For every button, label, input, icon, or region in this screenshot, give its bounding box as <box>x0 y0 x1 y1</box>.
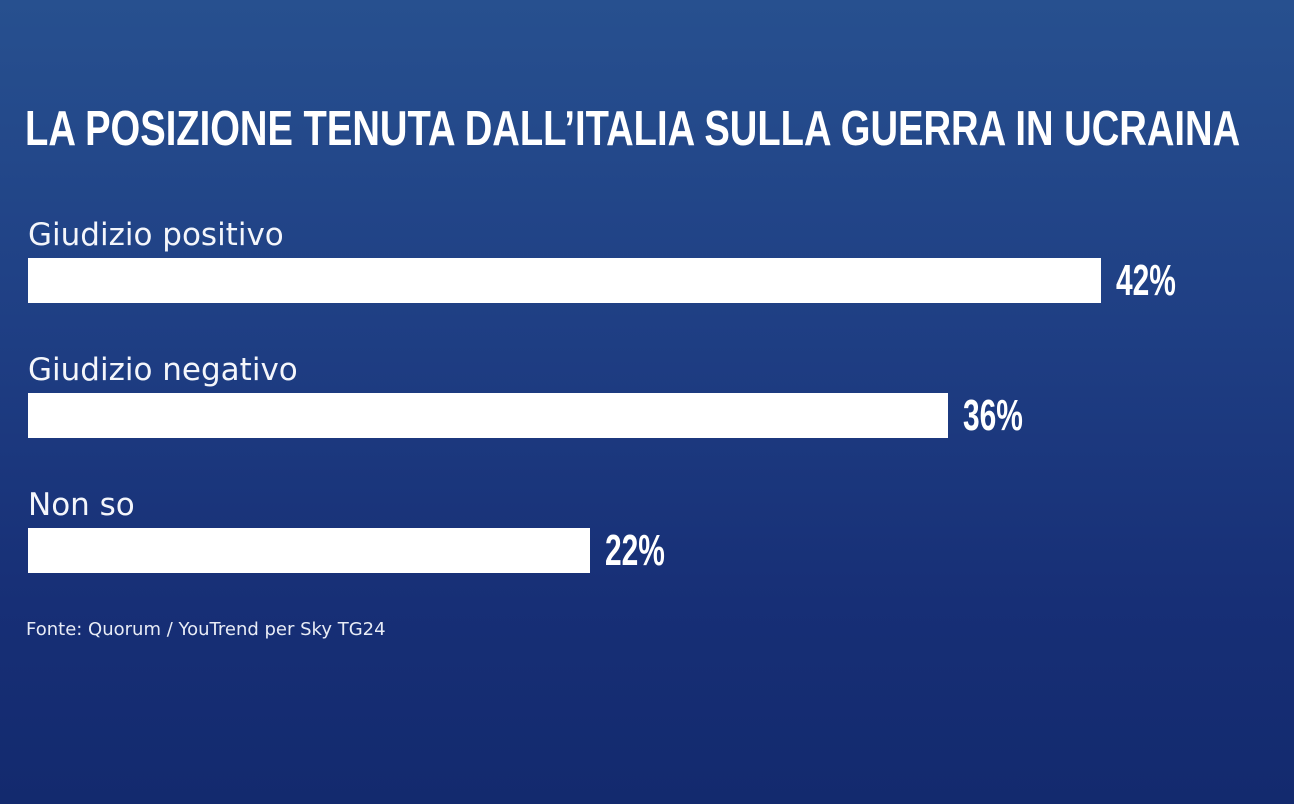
value-label: 42% <box>1116 256 1176 305</box>
bar <box>28 528 591 573</box>
bar <box>28 258 1101 303</box>
bar <box>28 393 948 438</box>
category-label: Giudizio negativo <box>28 352 298 388</box>
category-label: Non so <box>28 487 135 523</box>
value-label: 36% <box>962 391 1023 440</box>
value-label: 22% <box>605 526 665 575</box>
source-note: Fonte: Quorum / YouTrend per Sky TG24 <box>26 619 386 640</box>
category-label: Giudizio positivo <box>28 217 284 253</box>
chart-title: LA POSIZIONE TENUTA DALL’ITALIA SULLA GU… <box>25 100 1241 156</box>
